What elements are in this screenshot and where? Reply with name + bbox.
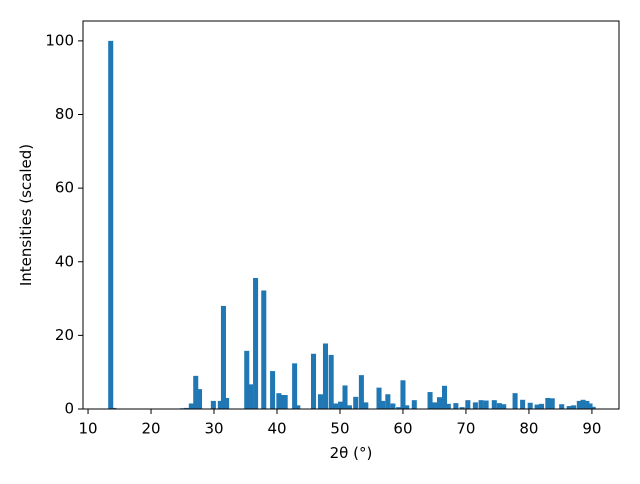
y-tick-label: 80 [55, 105, 74, 123]
bar [549, 398, 555, 409]
y-tick-label: 20 [55, 326, 74, 344]
bar [197, 389, 203, 409]
x-tick-label: 30 [204, 420, 223, 438]
bar [210, 400, 216, 409]
x-axis-label: 2θ (°) [330, 444, 373, 462]
bar [390, 403, 396, 409]
bar [188, 403, 194, 409]
x-tick-label: 20 [141, 420, 160, 438]
bar [311, 353, 317, 409]
bar [279, 395, 285, 409]
bar [453, 403, 459, 409]
y-axis-label: Intensities (scaled) [17, 144, 35, 286]
bar [400, 380, 406, 409]
bar [217, 400, 223, 409]
bar [465, 400, 471, 409]
x-tick-label: 90 [582, 420, 601, 438]
bar [431, 402, 437, 409]
bar [292, 363, 298, 409]
bar [587, 403, 593, 409]
bar [520, 399, 526, 409]
bar [282, 395, 288, 409]
bar [253, 277, 259, 409]
bar [445, 403, 451, 409]
bar [224, 397, 230, 409]
bar [584, 400, 590, 409]
bar [248, 384, 254, 409]
bar [559, 404, 565, 409]
x-tick-label: 70 [456, 420, 475, 438]
bar [363, 402, 369, 409]
bar [472, 402, 478, 409]
bar [333, 403, 339, 409]
x-tick-label: 80 [519, 420, 538, 438]
bar [270, 371, 276, 409]
bar [346, 405, 352, 409]
bar [478, 400, 484, 409]
bar [108, 40, 114, 409]
bar [545, 397, 551, 409]
bar [276, 393, 282, 409]
x-tick-label: 50 [330, 420, 349, 438]
bar [342, 385, 348, 409]
bar [317, 394, 323, 409]
bar [376, 387, 382, 409]
bar [539, 403, 545, 409]
x-tick-label: 10 [78, 420, 97, 438]
x-tick-label: 60 [393, 420, 412, 438]
bar [411, 400, 417, 409]
y-tick-label: 0 [64, 400, 74, 418]
bar [261, 290, 267, 409]
bar [427, 392, 433, 409]
bar [358, 375, 364, 409]
y-tick-label: 40 [55, 252, 74, 270]
bar [527, 402, 533, 409]
bar [322, 343, 329, 409]
y-tick-label: 100 [45, 31, 74, 49]
bar [396, 407, 402, 409]
bar [183, 407, 189, 409]
bar [436, 397, 443, 409]
bar [590, 406, 596, 409]
y-tick-label: 60 [55, 179, 74, 197]
bar [353, 396, 359, 409]
bar [385, 394, 391, 409]
bar [534, 404, 540, 409]
bar [576, 400, 582, 409]
bar [501, 404, 507, 409]
bar [193, 375, 199, 409]
x-tick-label: 40 [267, 420, 286, 438]
bar [380, 400, 386, 409]
bar [580, 399, 586, 409]
bar [483, 400, 489, 409]
bar [566, 406, 572, 409]
bar [328, 354, 334, 409]
bar [571, 405, 577, 409]
bar [111, 407, 117, 409]
bar [512, 393, 518, 409]
bar [491, 400, 497, 409]
bar [442, 385, 448, 409]
bar [338, 401, 344, 409]
bar [404, 405, 410, 409]
bar [496, 403, 502, 409]
plot-frame [82, 20, 620, 410]
bar [220, 305, 226, 409]
bar [295, 405, 301, 409]
bar [244, 350, 250, 409]
bar [459, 407, 465, 409]
